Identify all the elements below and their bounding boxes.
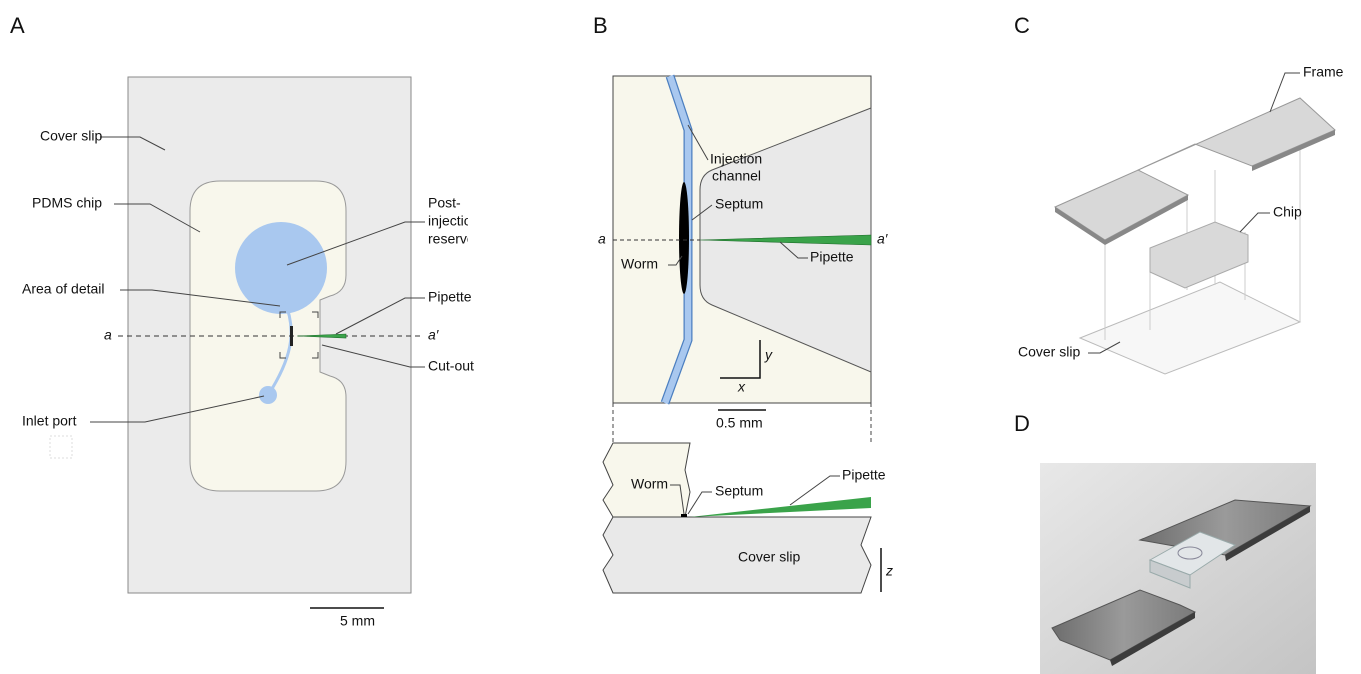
label: Cut-out bbox=[428, 358, 474, 374]
panel-label: D bbox=[1014, 411, 1030, 436]
panel-label: A bbox=[10, 13, 25, 38]
cover-slip bbox=[603, 517, 871, 593]
septum bbox=[290, 326, 293, 346]
leader bbox=[688, 492, 712, 514]
label: channel bbox=[712, 168, 761, 184]
label: Worm bbox=[621, 256, 658, 272]
panel-a: Cover slip PDMS chip Area of detail Inle… bbox=[22, 77, 483, 629]
pipette-side bbox=[690, 497, 871, 517]
chip bbox=[1150, 222, 1248, 288]
label: Cover slip bbox=[1018, 344, 1080, 360]
leader bbox=[1240, 213, 1270, 232]
label: Pipette bbox=[810, 249, 854, 265]
label: Inlet port bbox=[22, 413, 77, 429]
label: injection bbox=[428, 213, 479, 229]
label: Septum bbox=[715, 196, 763, 212]
label: a bbox=[104, 327, 112, 343]
marker bbox=[50, 436, 72, 458]
label: Pipette bbox=[428, 289, 472, 305]
panel-d bbox=[1040, 463, 1316, 674]
label: Cover slip bbox=[40, 128, 102, 144]
label: z bbox=[885, 563, 893, 579]
label: Chip bbox=[1273, 204, 1302, 220]
label: PDMS chip bbox=[32, 195, 102, 211]
label: Post- bbox=[428, 195, 461, 211]
worm bbox=[679, 182, 689, 294]
inlet-port bbox=[259, 386, 277, 404]
panel-label: C bbox=[1014, 13, 1030, 38]
label: reservoir bbox=[428, 231, 483, 247]
label: Cover slip bbox=[738, 549, 800, 565]
label: y bbox=[764, 347, 773, 363]
scale-label: 5 mm bbox=[340, 613, 375, 629]
reservoir bbox=[235, 222, 327, 314]
cover-slip bbox=[1080, 282, 1300, 374]
label: Worm bbox=[631, 476, 668, 492]
label: a′ bbox=[877, 231, 889, 247]
label: Septum bbox=[715, 483, 763, 499]
panel-label: B bbox=[593, 13, 608, 38]
worm-section bbox=[681, 514, 687, 517]
panel-b: Injection channel Septum a a′ Worm Pipet… bbox=[598, 76, 893, 593]
scale-label: 0.5 mm bbox=[716, 415, 763, 431]
label: Frame bbox=[1303, 64, 1344, 80]
figure: A B C D Cover slip PDMS chip Area of det… bbox=[0, 0, 1361, 674]
label: Injection bbox=[710, 151, 762, 167]
label: a′ bbox=[428, 327, 440, 343]
label: x bbox=[737, 379, 746, 395]
leader bbox=[790, 476, 840, 505]
label: Pipette bbox=[842, 467, 886, 483]
panel-c: Frame Chip Cover slip bbox=[1018, 64, 1344, 374]
label: Area of detail bbox=[22, 281, 105, 297]
label: a bbox=[598, 231, 606, 247]
